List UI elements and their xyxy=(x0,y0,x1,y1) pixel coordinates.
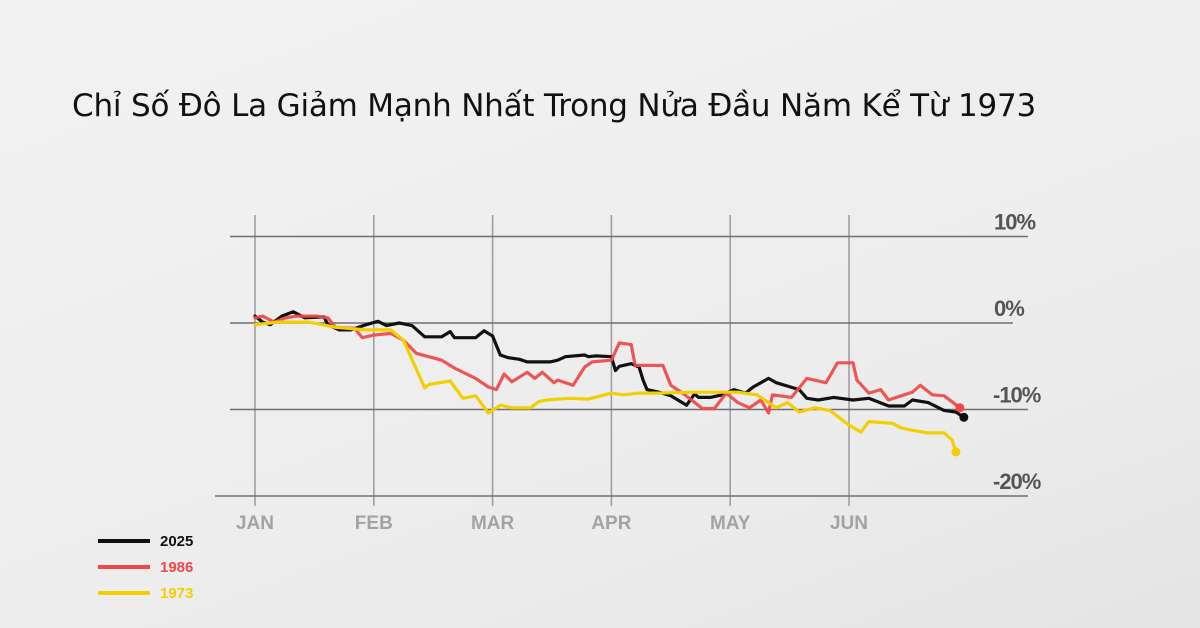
chart-title: Chỉ Số Đô La Giảm Mạnh Nhất Trong Nửa Đầ… xyxy=(72,88,1037,124)
x-tick-label: JAN xyxy=(236,513,274,534)
series-end-marker-1973 xyxy=(951,447,961,457)
legend-label: 2025 xyxy=(160,532,194,550)
x-tick-label: MAR xyxy=(471,513,515,534)
series-end-marker-2025 xyxy=(959,412,969,422)
series-end-marker-1986 xyxy=(955,403,965,413)
y-tick-label: 0% xyxy=(994,296,1024,321)
x-tick-label: MAY xyxy=(710,513,751,534)
x-tick-label: APR xyxy=(591,513,631,534)
x-tick-label: FEB xyxy=(355,513,393,534)
y-tick-label: 10% xyxy=(994,210,1035,235)
legend: 2025 1986 1973 xyxy=(98,528,193,606)
x-tick-label: JUN xyxy=(830,513,868,534)
y-tick-label: -10% xyxy=(993,383,1041,408)
legend-swatch xyxy=(98,539,150,543)
legend-swatch xyxy=(98,565,150,569)
legend-label: 1986 xyxy=(160,558,194,576)
y-tick-label: -20% xyxy=(993,469,1041,494)
legend-label: 1973 xyxy=(160,584,194,602)
legend-item-1973: 1973 xyxy=(98,580,193,606)
series-line-2025 xyxy=(253,310,966,419)
legend-item-1986: 1986 xyxy=(98,554,193,580)
legend-swatch xyxy=(98,591,150,595)
legend-item-2025: 2025 xyxy=(98,528,193,554)
series-line-1973 xyxy=(253,320,958,454)
series-line-1986 xyxy=(253,314,962,415)
